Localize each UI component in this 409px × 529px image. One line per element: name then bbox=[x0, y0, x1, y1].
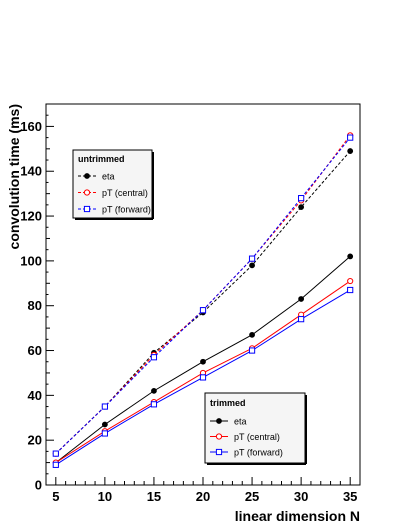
legend-marker-untrimmed-pt-central bbox=[83, 189, 91, 196]
data-point-trimmed-pt-central bbox=[347, 277, 354, 285]
data-point-untrimmed-pt-forward bbox=[150, 354, 158, 361]
x-axis-title: linear dimension N bbox=[235, 508, 360, 524]
y-tick-label: 20 bbox=[28, 433, 42, 448]
data-point-trimmed-pt-forward bbox=[101, 430, 108, 437]
data-point-trimmed-pt-forward bbox=[199, 374, 207, 381]
x-tick-label: 30 bbox=[294, 489, 308, 504]
legend-label-trimmed-pt-forward: pT (forward) bbox=[234, 448, 283, 458]
data-point-untrimmed-eta bbox=[347, 148, 354, 154]
y-tick-label: 100 bbox=[20, 253, 42, 268]
series-layer bbox=[52, 132, 354, 468]
x-tick-label: 20 bbox=[196, 489, 210, 504]
data-point-trimmed-eta bbox=[298, 296, 305, 302]
data-point-trimmed-pt-forward bbox=[52, 461, 59, 468]
x-tick-label: 25 bbox=[245, 489, 259, 504]
data-point-trimmed-eta bbox=[249, 331, 255, 338]
legend-label-untrimmed-pt-central: pT (central) bbox=[102, 188, 148, 198]
data-point-untrimmed-pt-forward bbox=[101, 403, 108, 410]
legend-label-trimmed-eta: eta bbox=[234, 417, 247, 427]
data-point-untrimmed-pt-forward bbox=[52, 450, 59, 457]
legend-marker-trimmed-pt-forward bbox=[215, 448, 223, 456]
x-tick-label: 10 bbox=[98, 489, 112, 504]
data-point-untrimmed-pt-forward bbox=[347, 134, 354, 141]
data-point-untrimmed-pt-forward bbox=[199, 307, 207, 314]
ticks: 0 20 40 60 80 100 120 140 160 5 10 15 20 25 30 35 bbox=[20, 114, 361, 504]
x-tick-label: 15 bbox=[147, 489, 161, 504]
data-point-trimmed-eta bbox=[347, 253, 354, 260]
y-tick-label: 120 bbox=[20, 209, 42, 224]
y-tick-label: 140 bbox=[20, 164, 42, 179]
data-point-untrimmed-pt-forward bbox=[298, 195, 305, 202]
data-point-trimmed-pt-forward bbox=[150, 401, 158, 408]
y-axis-title: convolution time (ms) bbox=[6, 104, 22, 249]
legend-marker-untrimmed-pt-forward bbox=[83, 205, 91, 213]
legend-label-trimmed-pt-central: pT (central) bbox=[234, 432, 280, 442]
legend-label-untrimmed-eta: eta bbox=[102, 172, 115, 182]
data-point-trimmed-eta bbox=[200, 358, 206, 365]
data-point-trimmed-eta bbox=[101, 421, 108, 428]
data-point-trimmed-pt-forward bbox=[298, 316, 305, 323]
legend-marker-untrimmed-eta bbox=[84, 173, 90, 179]
x-tick-label: 35 bbox=[343, 489, 357, 504]
data-point-trimmed-pt-forward bbox=[248, 347, 256, 354]
y-tick-label: 160 bbox=[20, 119, 42, 134]
legend-label-untrimmed-pt-forward: pT (forward) bbox=[102, 205, 151, 215]
y-tick-label: 60 bbox=[28, 343, 42, 358]
legend-trimmed-box bbox=[204, 392, 306, 464]
legend-trimmed-title: trimmed bbox=[210, 398, 246, 408]
legend-marker-trimmed-eta bbox=[216, 418, 222, 424]
legend-trimmed: trimmed eta pT (central) pT (forward) bbox=[204, 392, 307, 465]
legend-untrimmed-title: untrimmed bbox=[78, 154, 125, 164]
x-tick-label: 5 bbox=[52, 489, 59, 504]
legend-marker-trimmed-pt-central bbox=[215, 433, 223, 440]
data-point-trimmed-eta bbox=[151, 387, 157, 394]
data-point-untrimmed-pt-forward bbox=[248, 255, 256, 262]
legend-untrimmed: untrimmed eta pT (central) pT (forward) bbox=[72, 149, 154, 220]
y-tick-label: 0 bbox=[35, 478, 42, 493]
data-point-untrimmed-eta bbox=[298, 204, 305, 210]
y-tick-label: 40 bbox=[28, 388, 42, 403]
data-point-trimmed-pt-forward bbox=[347, 286, 354, 294]
data-point-untrimmed-eta bbox=[249, 262, 255, 269]
y-tick-label: 80 bbox=[28, 298, 42, 313]
